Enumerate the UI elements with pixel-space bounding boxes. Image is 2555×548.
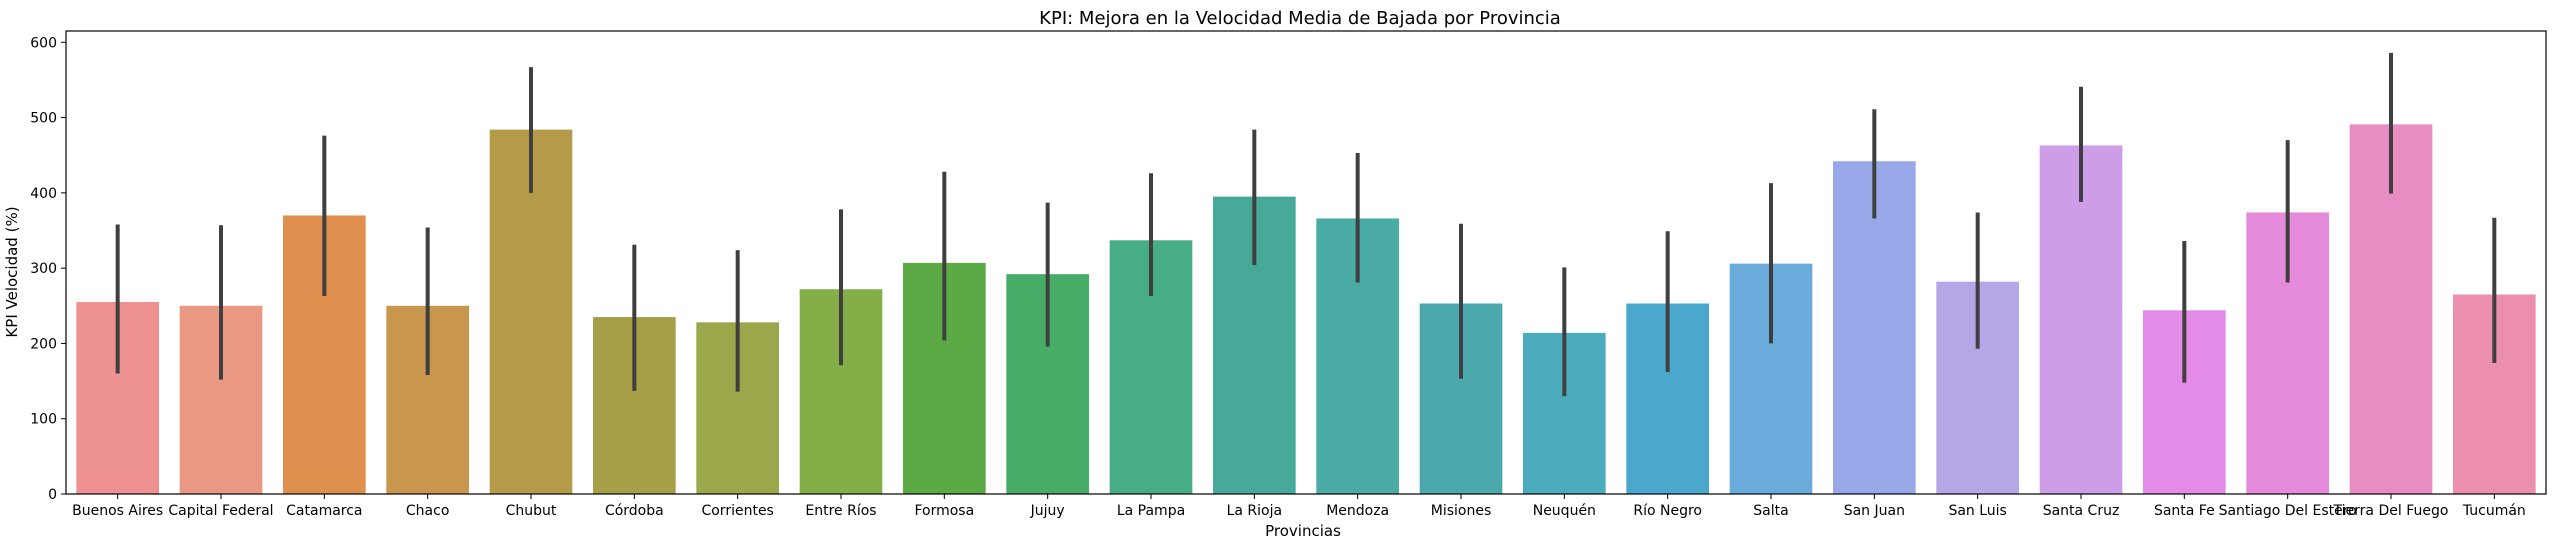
bars-layer — [76, 124, 2536, 495]
x-tick-label-15: Río Negro — [1633, 503, 1702, 519]
x-tick-label-8: Formosa — [914, 503, 974, 519]
x-tick-label-9: Jujuy — [1030, 503, 1065, 519]
x-tick-label-7: Entre Ríos — [805, 503, 876, 519]
x-tick-label-18: San Luis — [1948, 503, 2006, 519]
x-tick-label-5: Córdoba — [605, 503, 664, 519]
y-axis: 0 100 200 300 400 500 600 — [30, 35, 66, 503]
y-tick-label-0: 0 — [48, 487, 57, 503]
x-tick-label-21: Santiago Del Estero — [2219, 503, 2357, 519]
x-tick-label-14: Neuquén — [1533, 503, 1596, 519]
x-tick-label-3: Chaco — [406, 503, 450, 519]
y-tick-label-5: 500 — [30, 111, 57, 127]
x-tick-label-20: Santa Fe — [2154, 503, 2215, 519]
y-tick-label-2: 200 — [30, 336, 57, 352]
x-tick-label-23: Tucumán — [2462, 503, 2526, 519]
error-bars-layer — [115, 52, 2497, 397]
x-tick-label-11: La Rioja — [1227, 503, 1282, 519]
x-tick-label-13: Misiones — [1431, 503, 1492, 519]
x-tick-label-19: Santa Cruz — [2043, 503, 2120, 519]
plot-frame — [65, 30, 2547, 495]
y-axis-title: KPI Velocidad (%) — [3, 206, 21, 337]
y-tick-label-4: 400 — [30, 186, 57, 202]
x-tick-label-22: Tierra Del Fuego — [2333, 503, 2449, 519]
bar-19 — [2039, 145, 2123, 494]
x-tick-label-1: Capital Federal — [168, 503, 273, 519]
x-tick-label-10: La Pampa — [1117, 503, 1185, 519]
chart-title: KPI: Mejora en la Velocidad Media de Baj… — [1039, 8, 1561, 29]
x-tick-label-17: San Juan — [1844, 503, 1905, 519]
x-tick-label-6: Corrientes — [701, 503, 773, 519]
x-tick-label-16: Salta — [1753, 503, 1788, 519]
y-tick-label-6: 600 — [30, 35, 57, 51]
y-tick-label-1: 100 — [30, 412, 57, 428]
x-tick-label-12: Mendoza — [1326, 503, 1389, 519]
x-tick-label-0: Buenos Aires — [72, 503, 163, 519]
x-axis: Buenos Aires Capital Federal Catamarca Chac… — [72, 494, 2526, 519]
x-tick-label-4: Chubut — [506, 503, 557, 519]
x-axis-title: Provincias — [1265, 522, 1341, 540]
x-tick-label-2: Catamarca — [286, 503, 362, 519]
y-tick-label-3: 300 — [30, 261, 57, 277]
